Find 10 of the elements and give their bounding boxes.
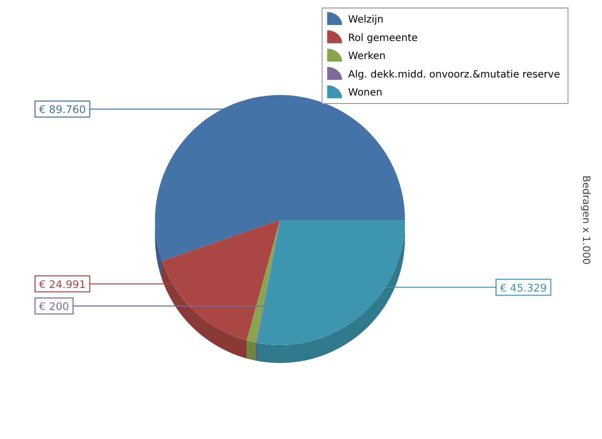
data-label: € 24.991 bbox=[39, 278, 86, 291]
data-label: € 200 bbox=[39, 300, 70, 313]
legend-label: Alg. dekk.midd. onvoorz.&mutatie reserve bbox=[348, 69, 560, 80]
data-label: € 45.329 bbox=[500, 282, 547, 294]
legend-label: Rol gemeente bbox=[348, 32, 418, 44]
legend-label: Wonen bbox=[348, 88, 382, 99]
text: Bedragen x 1.000 bbox=[580, 175, 591, 265]
legend-label: Werken bbox=[348, 51, 386, 62]
data-label: € 89.760 bbox=[39, 104, 86, 116]
legend-label: Welzijn bbox=[348, 14, 384, 26]
